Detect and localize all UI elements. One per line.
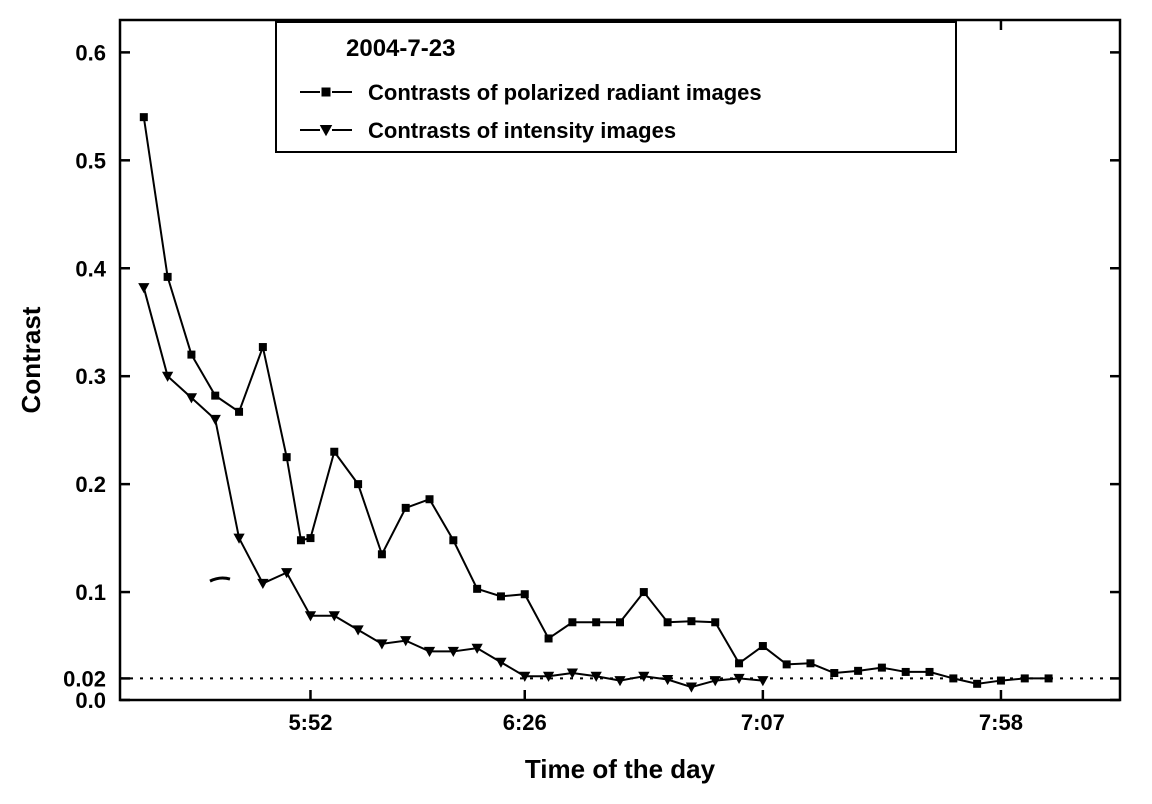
marker-triangle-down bbox=[138, 283, 149, 293]
ytick-label: 0.3 bbox=[75, 364, 106, 389]
marker-square bbox=[354, 480, 362, 488]
marker-square bbox=[449, 536, 457, 544]
series-intensity bbox=[138, 283, 768, 692]
marker-triangle-down bbox=[614, 676, 625, 686]
marker-square bbox=[830, 669, 838, 677]
artifact-mark bbox=[210, 578, 230, 581]
chart-svg: 0.00.02 0.1 0.2 0.3 0.4 0.5 0.6 5:52 6:26 7:07 7:5… bbox=[0, 0, 1152, 804]
ytick-label: 0.5 bbox=[75, 148, 106, 173]
marker-square bbox=[568, 618, 576, 626]
ytick-label: 0.1 bbox=[75, 580, 106, 605]
marker-square bbox=[902, 668, 910, 676]
marker-square bbox=[378, 550, 386, 558]
marker-triangle-down bbox=[257, 579, 268, 589]
marker-square bbox=[854, 667, 862, 675]
marker-square bbox=[330, 448, 338, 456]
y-axis-label: Contrast bbox=[16, 306, 46, 413]
marker-square bbox=[711, 618, 719, 626]
marker-square bbox=[306, 534, 314, 542]
legend-item-label: Contrasts of polarized radiant images bbox=[368, 80, 762, 105]
legend: 2004-7-23 Contrasts of polarized radiant … bbox=[276, 22, 956, 152]
xtick-label: 7:07 bbox=[741, 710, 785, 735]
marker-square bbox=[997, 677, 1005, 685]
marker-triangle-down bbox=[495, 658, 506, 668]
marker-square bbox=[283, 453, 291, 461]
marker-square bbox=[497, 592, 505, 600]
series-line bbox=[144, 288, 763, 687]
marker-triangle-down bbox=[686, 683, 697, 693]
marker-square bbox=[521, 590, 529, 598]
marker-square bbox=[545, 634, 553, 642]
marker-square bbox=[759, 642, 767, 650]
xtick-label: 5:52 bbox=[288, 710, 332, 735]
marker-square bbox=[878, 664, 886, 672]
xtick-label: 6:26 bbox=[503, 710, 547, 735]
ytick-label: 0.4 bbox=[75, 256, 106, 281]
marker-square bbox=[402, 504, 410, 512]
marker-square bbox=[926, 668, 934, 676]
ytick-label: 0.6 bbox=[75, 40, 106, 65]
marker-triangle-down bbox=[210, 415, 221, 425]
marker-square bbox=[1045, 674, 1053, 682]
marker-square bbox=[640, 588, 648, 596]
marker-triangle-down bbox=[352, 625, 363, 635]
marker-square bbox=[322, 88, 331, 97]
marker-square bbox=[235, 408, 243, 416]
marker-square bbox=[1021, 674, 1029, 682]
marker-square bbox=[259, 343, 267, 351]
marker-square bbox=[806, 659, 814, 667]
series-line bbox=[144, 117, 1049, 684]
marker-square bbox=[473, 585, 481, 593]
ytick-label: 0.0 bbox=[75, 688, 106, 713]
chart-container: 0.00.02 0.1 0.2 0.3 0.4 0.5 0.6 5:52 6:26 7:07 7:5… bbox=[0, 0, 1152, 804]
marker-square bbox=[616, 618, 624, 626]
marker-triangle-down bbox=[281, 568, 292, 578]
x-axis-label: Time of the day bbox=[525, 754, 716, 784]
marker-square bbox=[187, 351, 195, 359]
marker-square bbox=[426, 495, 434, 503]
marker-square bbox=[297, 536, 305, 544]
marker-square bbox=[735, 659, 743, 667]
marker-square bbox=[949, 674, 957, 682]
ytick-label: 0.2 bbox=[75, 472, 106, 497]
marker-triangle-down bbox=[376, 639, 387, 649]
legend-title: 2004-7-23 bbox=[346, 35, 455, 62]
ytick-label: 0.02 bbox=[63, 666, 106, 691]
series-polarized bbox=[140, 113, 1053, 688]
marker-square bbox=[973, 680, 981, 688]
xtick-label: 7:58 bbox=[979, 710, 1023, 735]
marker-square bbox=[211, 392, 219, 400]
marker-square bbox=[592, 618, 600, 626]
marker-triangle-down bbox=[233, 534, 244, 544]
marker-square bbox=[164, 273, 172, 281]
legend-item-label: Contrasts of intensity images bbox=[368, 118, 676, 143]
marker-square bbox=[687, 617, 695, 625]
marker-square bbox=[664, 618, 672, 626]
marker-square bbox=[783, 660, 791, 668]
marker-square bbox=[140, 113, 148, 121]
